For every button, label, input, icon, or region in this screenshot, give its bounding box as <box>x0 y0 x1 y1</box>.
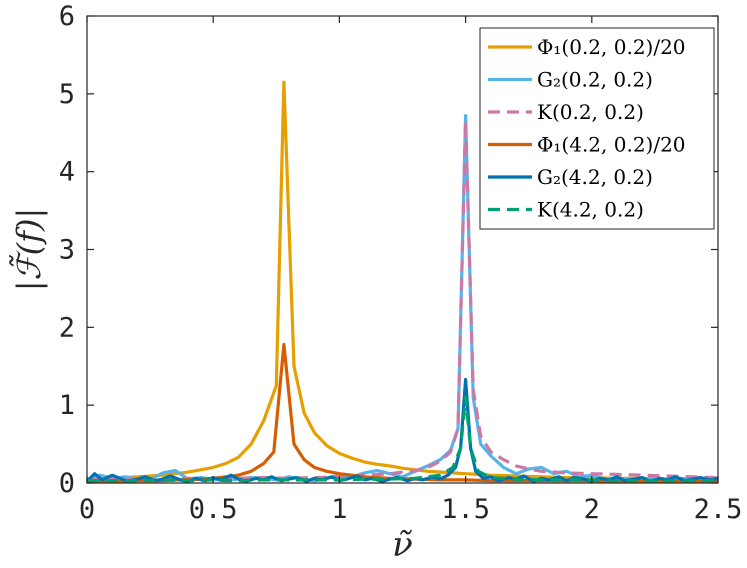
y-tick-label: 0 <box>59 468 75 499</box>
legend-label: G₂(4.2, 0.2) <box>537 165 653 189</box>
x-tick-label: 2.5 <box>694 494 743 525</box>
y-tick-label: 2 <box>59 312 75 343</box>
x-tick-label: 0.5 <box>189 494 238 525</box>
series-line-4 <box>86 342 718 484</box>
x-tick-label: 1.5 <box>441 494 490 525</box>
x-axis-label: ν̃ <box>392 525 413 565</box>
legend-label: Φ₁(4.2, 0.2)/20 <box>537 133 686 157</box>
legend-label: K(0.2, 0.2) <box>537 100 644 124</box>
legend-label: K(4.2, 0.2) <box>537 198 644 222</box>
legend-items: Φ₁(0.2, 0.2)/20 G₂(0.2, 0.2) K(0.2, 0.2) Φ₁… <box>488 35 686 222</box>
y-tick-label: 5 <box>59 79 75 110</box>
x-tick-label: 1 <box>331 494 347 525</box>
plot-lines <box>85 80 719 484</box>
tick-labels: 0 0.5 1 1.5 2 2.5 0 1 2 3 4 5 6 <box>59 1 743 525</box>
series-line-5 <box>85 377 719 483</box>
legend-label: G₂(0.2, 0.2) <box>537 68 653 92</box>
series-line-6 <box>87 395 718 483</box>
legend: Φ₁(0.2, 0.2)/20 G₂(0.2, 0.2) K(0.2, 0.2) Φ₁… <box>479 27 715 230</box>
y-tick-label: 6 <box>59 1 75 32</box>
y-tick-label: 4 <box>59 157 75 188</box>
y-tick-label: 3 <box>59 235 75 266</box>
legend-label: Φ₁(0.2, 0.2)/20 <box>537 35 686 59</box>
y-tick-label: 1 <box>59 390 75 421</box>
y-axis-label: |ℱ̃(f)| <box>9 208 48 292</box>
legend-box <box>479 27 715 230</box>
x-tick-label: 0 <box>79 494 95 525</box>
x-tick-label: 2 <box>584 494 600 525</box>
